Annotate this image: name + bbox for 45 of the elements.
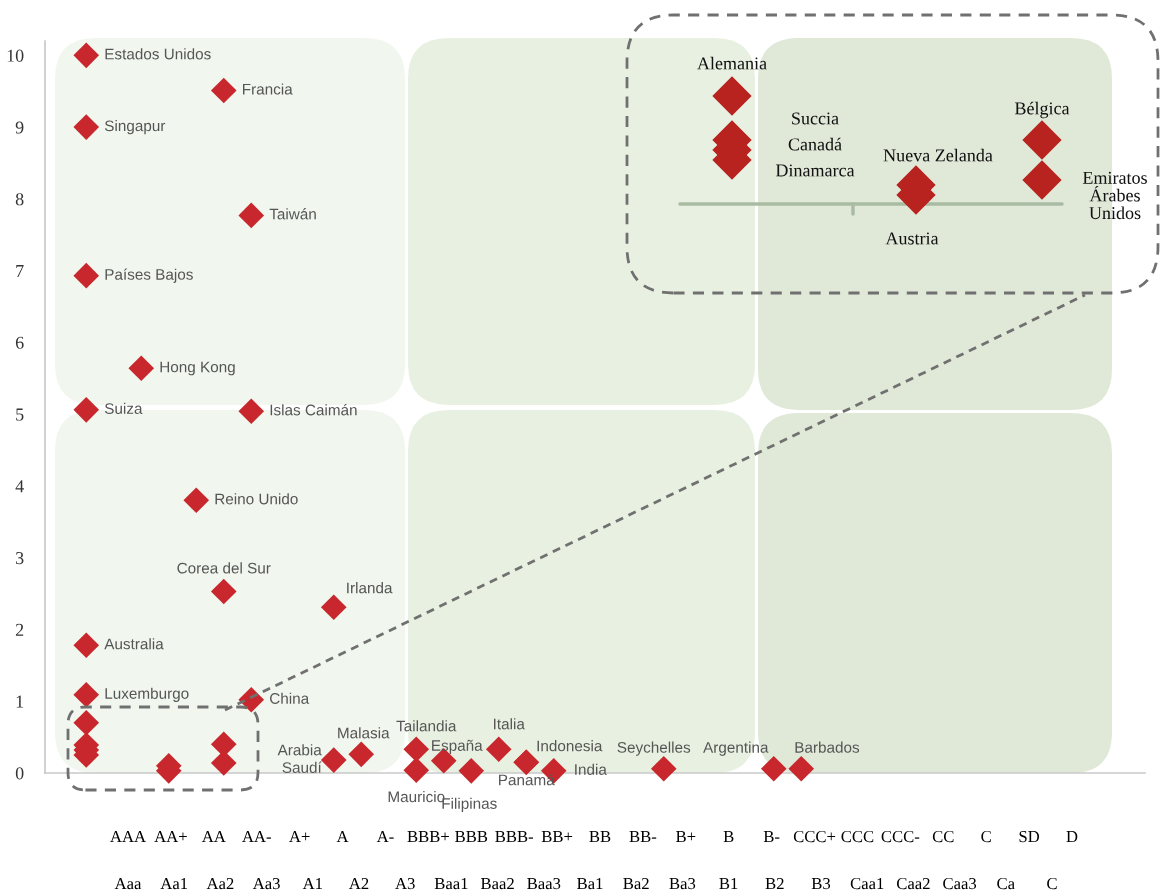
y-tick-label: 5 <box>16 408 24 421</box>
series-label: Tailandia <box>396 720 457 732</box>
annotation: Alemania <box>697 56 767 70</box>
text: AAA AA+ AA AA- A+ A A- BBB+ BBB BBB- BB+ BB BB- B+ B B- CCC+ CCC CCC- CC C SD D <box>110 830 1078 843</box>
annotation: Succia <box>792 112 839 125</box>
series-label: Malasia <box>338 727 390 739</box>
annotation: Dinamarca <box>775 164 855 177</box>
series-label: Taiwán <box>269 208 316 220</box>
y-tick-label: 0 <box>15 767 24 780</box>
series-label: Hong Kong <box>160 361 235 376</box>
text: Aaa Aa1 Aa2 Aa3 A1 A2 A3 Baa1 Baa2 Baa3 Ba1 Ba2 Ba3 B1 B2 B3 Caa1 Caa2 Caa3 Ca C <box>114 877 1057 890</box>
y-tick-label: 3 <box>16 552 24 565</box>
series-label: Arabia Saudí <box>277 744 322 773</box>
y-tick-label: 10 <box>7 49 24 62</box>
series-label: Estados Unidos <box>105 48 211 60</box>
series-label: Barbados <box>795 741 860 753</box>
series-label: Francia <box>243 83 293 95</box>
series-label: Islas Caimán <box>270 404 357 416</box>
series-label: Irlanda <box>347 582 393 594</box>
series-label: Australia <box>104 638 164 650</box>
annotation: Canadá <box>788 137 842 151</box>
y-tick-label: 4 <box>15 480 24 493</box>
series-label: Luxemburgo <box>105 687 189 702</box>
y-tick-label: 9 <box>15 121 24 134</box>
y-tick-label: 1 <box>16 695 24 708</box>
annotation: Austria <box>885 232 939 245</box>
annotation: Nueva Zelanda <box>883 148 993 162</box>
series-label: España <box>432 739 483 754</box>
series-label: Suiza <box>104 402 143 414</box>
y-tick-label: 7 <box>16 265 24 277</box>
series-label: Países Bajos <box>105 268 193 283</box>
series-label: Seychelles <box>617 741 691 756</box>
series-label: Italia <box>494 718 525 730</box>
series-label: India <box>575 763 607 775</box>
series-label: Argentina <box>703 741 769 756</box>
y-tick-label: 2 <box>15 623 24 636</box>
y-tick-label: 6 <box>15 336 24 349</box>
annotation: Emiratos Árabes Unidos <box>1082 171 1147 220</box>
series-label: Reino Unido <box>215 493 298 505</box>
series-label: Indonesia <box>537 740 603 752</box>
series-label: Singapur <box>104 120 166 135</box>
y-tick-label: 8 <box>15 193 24 206</box>
series-label: Corea del Sur <box>177 562 271 574</box>
series-label: China <box>270 692 310 704</box>
annotation: Bélgica <box>1014 101 1070 119</box>
